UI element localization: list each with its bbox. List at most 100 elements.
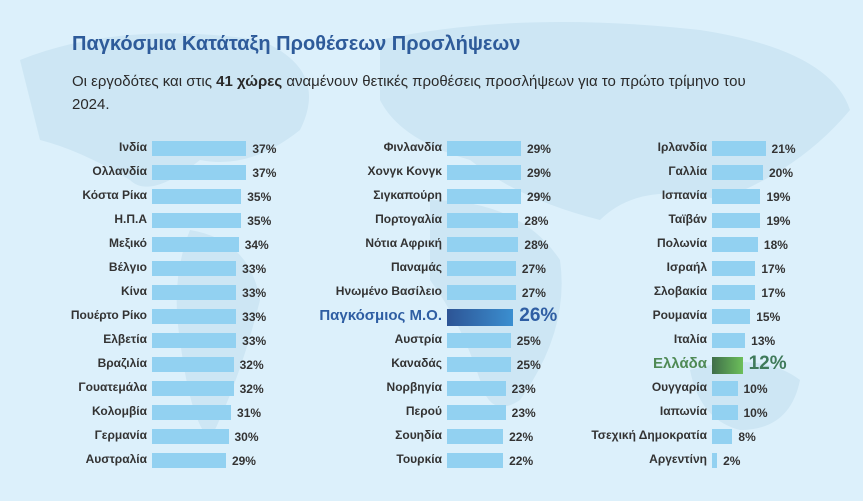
bar-row: Μεξικό 34% <box>0 234 863 254</box>
bar-row: Ιαπωνία 10% <box>0 402 863 422</box>
value-label: 2% <box>723 454 741 468</box>
bar <box>712 381 738 396</box>
country-label: Νότια Αφρική <box>365 236 442 250</box>
value-label: 22% <box>509 454 534 468</box>
value-label: 29% <box>526 190 551 204</box>
value-label: 17% <box>761 262 786 276</box>
bar-row: Πορτογαλία 28% <box>0 210 863 230</box>
value-label: 17% <box>761 286 786 300</box>
country-label: Περού <box>405 404 442 418</box>
bar <box>447 213 519 228</box>
bar <box>447 357 511 372</box>
country-label: Πολωνία <box>656 236 707 250</box>
bar-row: Ισπανία 19% <box>0 186 863 206</box>
value-label: 18% <box>763 238 788 252</box>
value-label: 33% <box>242 334 267 348</box>
country-label: Μεξικό <box>109 236 147 250</box>
bar <box>152 165 247 180</box>
value-label: 31% <box>237 406 262 420</box>
bar <box>152 189 242 204</box>
country-label: Τσεχική Δημοκρατία <box>591 428 707 442</box>
country-label: Η.Π.Α <box>114 212 147 226</box>
country-label: Καναδάς <box>391 356 442 370</box>
bar-row: Ινδία 37% <box>0 138 863 158</box>
bar <box>152 429 229 444</box>
bar-row: Ουγγαρία 10% <box>0 378 863 398</box>
bar <box>447 429 504 444</box>
bar-row: Ιρλανδία 21% <box>0 138 863 158</box>
country-label: Αργεντίνη <box>649 452 707 466</box>
value-label: 29% <box>526 166 551 180</box>
bar <box>712 309 751 324</box>
value-label: 27% <box>521 286 546 300</box>
country-label: Γαλλία <box>668 164 707 178</box>
country-label: Κολομβία <box>92 404 147 418</box>
value-label: 21% <box>771 142 796 156</box>
country-label: Κόστα Ρίκα <box>82 188 147 202</box>
bar-row: Αυστραλία 29% <box>0 450 863 470</box>
bar-row: Αργεντίνη 2% <box>0 450 863 470</box>
subtitle-text: Οι εργοδότες και στις <box>72 73 217 90</box>
value-label: 20% <box>769 166 794 180</box>
country-label: Παγκόσμιος Μ.Ο. <box>319 307 442 324</box>
bar-row: Βραζιλία 32% <box>0 354 863 374</box>
country-label: Ινδία <box>119 140 147 154</box>
subtitle: Οι εργοδότες και στις 41 χώρες αναμένουν… <box>72 70 752 116</box>
bar-row: Φινλανδία 29% <box>0 138 863 158</box>
bar-row: Περού 23% <box>0 402 863 422</box>
bar <box>447 165 521 180</box>
bar <box>712 237 758 252</box>
bar <box>152 333 237 348</box>
bar-row: Σιγκαπούρη 29% <box>0 186 863 206</box>
value-label: 28% <box>524 238 549 252</box>
value-label: 23% <box>511 382 536 396</box>
bar <box>447 141 521 156</box>
bar-row: Παγκόσμιος Μ.Ο. 26% <box>0 305 863 326</box>
country-label: Παναμάς <box>390 260 442 274</box>
bar-row: Κολομβία 31% <box>0 402 863 422</box>
country-label: Σλοβακία <box>653 284 707 298</box>
bar-row: Πολωνία 18% <box>0 234 863 254</box>
value-label: 28% <box>524 214 549 228</box>
bar <box>447 285 516 300</box>
bar-row: Ιταλία 13% <box>0 330 863 350</box>
bar <box>152 405 232 420</box>
bar <box>712 333 746 348</box>
bar <box>152 381 234 396</box>
bar <box>712 405 738 420</box>
country-label: Γερμανία <box>94 428 147 442</box>
bar <box>712 453 718 468</box>
bar-row: Παναμάς 27% <box>0 258 863 278</box>
bar-row: Τουρκία 22% <box>0 450 863 470</box>
country-label: Πουέρτο Ρίκο <box>70 308 147 322</box>
bar-row: Αυστρία 25% <box>0 330 863 350</box>
bar-row: Γερμανία 30% <box>0 426 863 446</box>
country-label: Γουατεμάλα <box>78 380 147 394</box>
bar <box>447 453 504 468</box>
value-label: 23% <box>511 406 536 420</box>
bar <box>152 357 234 372</box>
bar-row: Νότια Αφρική 28% <box>0 234 863 254</box>
bar-row: Κίνα 33% <box>0 282 863 302</box>
country-label: Βραζιλία <box>97 356 147 370</box>
country-label: Σιγκαπούρη <box>373 188 442 202</box>
bar-row: Γουατεμάλα 32% <box>0 378 863 398</box>
bar <box>447 405 506 420</box>
bar-row: Νορβηγία 23% <box>0 378 863 398</box>
value-label: 33% <box>242 262 267 276</box>
bar <box>152 141 247 156</box>
country-label: Βέλγιο <box>108 260 147 274</box>
country-label: Ελλάδα <box>652 355 707 372</box>
bar <box>152 237 239 252</box>
value-label: 32% <box>239 382 264 396</box>
country-label: Τουρκία <box>396 452 442 466</box>
value-label: 19% <box>766 190 791 204</box>
country-label: Ταϊβάν <box>668 212 707 226</box>
country-label: Ρουμανία <box>652 308 707 322</box>
value-label: 12% <box>748 353 787 374</box>
country-label: Ουγγαρία <box>651 380 707 394</box>
value-label: 8% <box>738 430 756 444</box>
value-label: 13% <box>751 334 776 348</box>
value-label: 35% <box>247 190 272 204</box>
value-label: 25% <box>516 358 541 372</box>
